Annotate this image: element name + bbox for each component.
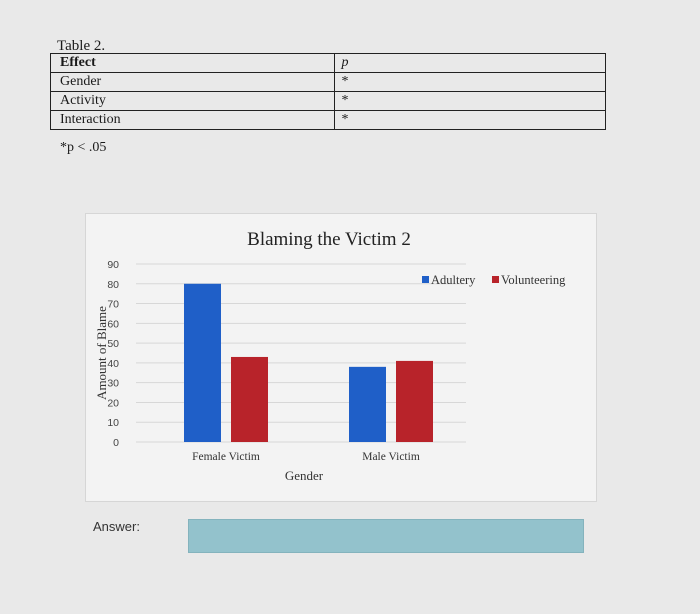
bar-volunteering-1 <box>396 360 433 442</box>
answer-label: Answer: <box>93 519 140 534</box>
legend-swatch-volunteering <box>492 276 499 283</box>
row-effect-gender: Gender <box>50 72 335 92</box>
bar-adultery-0 <box>184 283 221 442</box>
row-p-interaction: * <box>341 112 349 127</box>
table-row: Activity * <box>50 91 606 111</box>
header-p: p <box>341 55 349 70</box>
row-effect-activity: Activity <box>50 91 335 111</box>
y-tick-label-80: 80 <box>107 279 119 291</box>
y-tick-label-30: 30 <box>107 378 119 390</box>
stats-table: Effect p Gender * Activity * Interaction… <box>50 53 606 130</box>
legend-label-volunteering: Volunteering <box>501 273 566 287</box>
y-axis-label: Amount of Blame <box>94 306 109 400</box>
header-effect: Effect <box>50 53 335 73</box>
table-row: Interaction * <box>50 110 606 130</box>
table-row: Gender * <box>50 72 606 92</box>
y-tick-label-40: 40 <box>107 358 119 370</box>
y-tick-label-20: 20 <box>107 397 119 409</box>
bar-adultery-1 <box>349 366 386 442</box>
y-tick-label-10: 10 <box>107 417 119 429</box>
table-caption: Table 2. <box>57 38 106 54</box>
y-tick-label-60: 60 <box>107 318 119 330</box>
x-axis-label: Gender <box>285 468 324 483</box>
chart-card: Blaming the Victim 2 0 10 20 30 40 50 60 70 80 90 F… <box>85 213 597 502</box>
y-tick-label-90: 90 <box>107 259 119 271</box>
bar-volunteering-0 <box>231 356 268 442</box>
row-p-activity: * <box>341 93 349 108</box>
row-p-gender: * <box>341 74 349 89</box>
table-header-row: Effect p <box>50 53 606 73</box>
x-tick-label-1: Male Victim <box>362 451 420 463</box>
x-tick-label-0: Female Victim <box>192 451 260 463</box>
legend-swatch-adultery <box>422 276 429 283</box>
significance-note: *p < .05 <box>60 140 107 155</box>
legend-label-adultery: Adultery <box>431 273 476 287</box>
answer-input[interactable] <box>188 519 584 553</box>
y-tick-label-50: 50 <box>107 338 119 350</box>
row-effect-interaction: Interaction <box>50 110 335 130</box>
chart-title: Blaming the Victim 2 <box>247 229 411 250</box>
y-tick-label-0: 0 <box>113 437 119 449</box>
bar-chart: Blaming the Victim 2 0 10 20 30 40 50 60 70 80 90 F… <box>94 229 566 483</box>
y-tick-label-70: 70 <box>107 299 119 311</box>
